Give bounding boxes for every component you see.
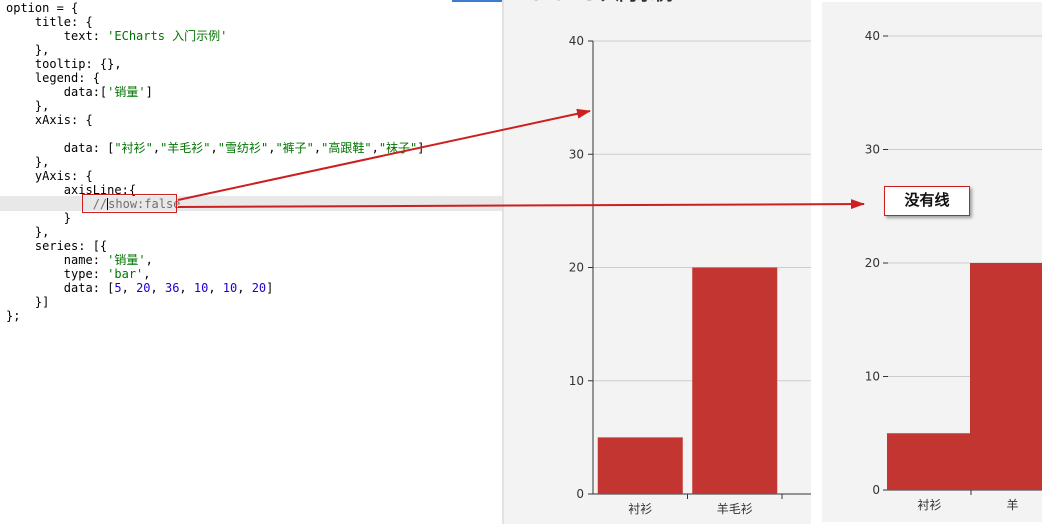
code-line: //show:false [92,197,181,211]
y-tick-label: 30 [569,147,584,161]
code-line: data: [5, 20, 36, 10, 10, 20] [6,281,274,295]
code-line: yAxis: { [6,169,93,183]
code-line: axisLine:{ [6,183,137,197]
y-tick-label: 10 [865,370,880,384]
y-tick-label: 20 [865,256,880,270]
code-line: }; [6,309,21,323]
y-tick-label: 10 [569,374,584,388]
code-line: }, [6,43,50,57]
chart-preview-without-axis-line: 0 10 20 30 40 衬衫 羊 [822,2,1042,522]
x-category-label: 羊 [1006,497,1018,512]
y-tick-label: 30 [865,143,880,157]
code-line: xAxis: { [6,113,93,127]
bar-chart-2: 0 10 20 30 40 衬衫 羊 [865,29,1042,512]
code-editor[interactable]: option = { title: { text: 'ECharts 入门示例'… [0,0,502,524]
code-line: }] [6,295,50,309]
code-line: }, [6,155,50,169]
code-line: type: 'bar', [6,267,151,281]
chart-title: ECharts 入门示例 [516,0,673,5]
code-line: tooltip: {}, [6,57,122,71]
y-tick-label: 40 [569,34,584,48]
chart-preview-with-axis-line: ECharts 入门示例 0 10 20 30 40 衬衫 羊毛衫 [504,0,811,524]
code-line: data:['销量'] [6,85,153,99]
x-category-label: 衬衫 [917,498,941,512]
code-highlight-box [82,194,177,213]
code-line: } [6,211,72,225]
editor-splitter[interactable] [502,0,504,524]
x-category-label: 衬衫 [628,502,652,516]
code-line: text: 'ECharts 入门示例' [6,29,228,43]
y-tick-label: 0 [576,487,584,501]
bar [597,437,683,494]
y-tick-label: 40 [865,29,880,43]
code-line: data: ["衬衫","羊毛衫","雪纺衫","裤子","高跟鞋","袜子"] [6,141,425,155]
code-line: }, [6,225,50,239]
y-tick-label: 20 [569,261,584,275]
code-line: series: [{ [6,239,108,253]
code-line: }, [6,99,50,113]
callout-label: 没有线 [884,186,970,216]
code-line: title: { [6,15,93,29]
bar [970,263,1042,490]
code-line: option = { [6,1,79,15]
x-category-label: 羊毛衫 [717,501,753,516]
code-line: name: '销量', [6,253,153,267]
bar [692,267,778,494]
bar [887,433,972,490]
y-tick-label: 0 [872,483,880,497]
code-line: legend: { [6,71,100,85]
editor-tab-indicator [452,0,502,2]
bar-chart-1: ECharts 入门示例 0 10 20 30 40 衬衫 羊毛衫 [516,0,811,516]
